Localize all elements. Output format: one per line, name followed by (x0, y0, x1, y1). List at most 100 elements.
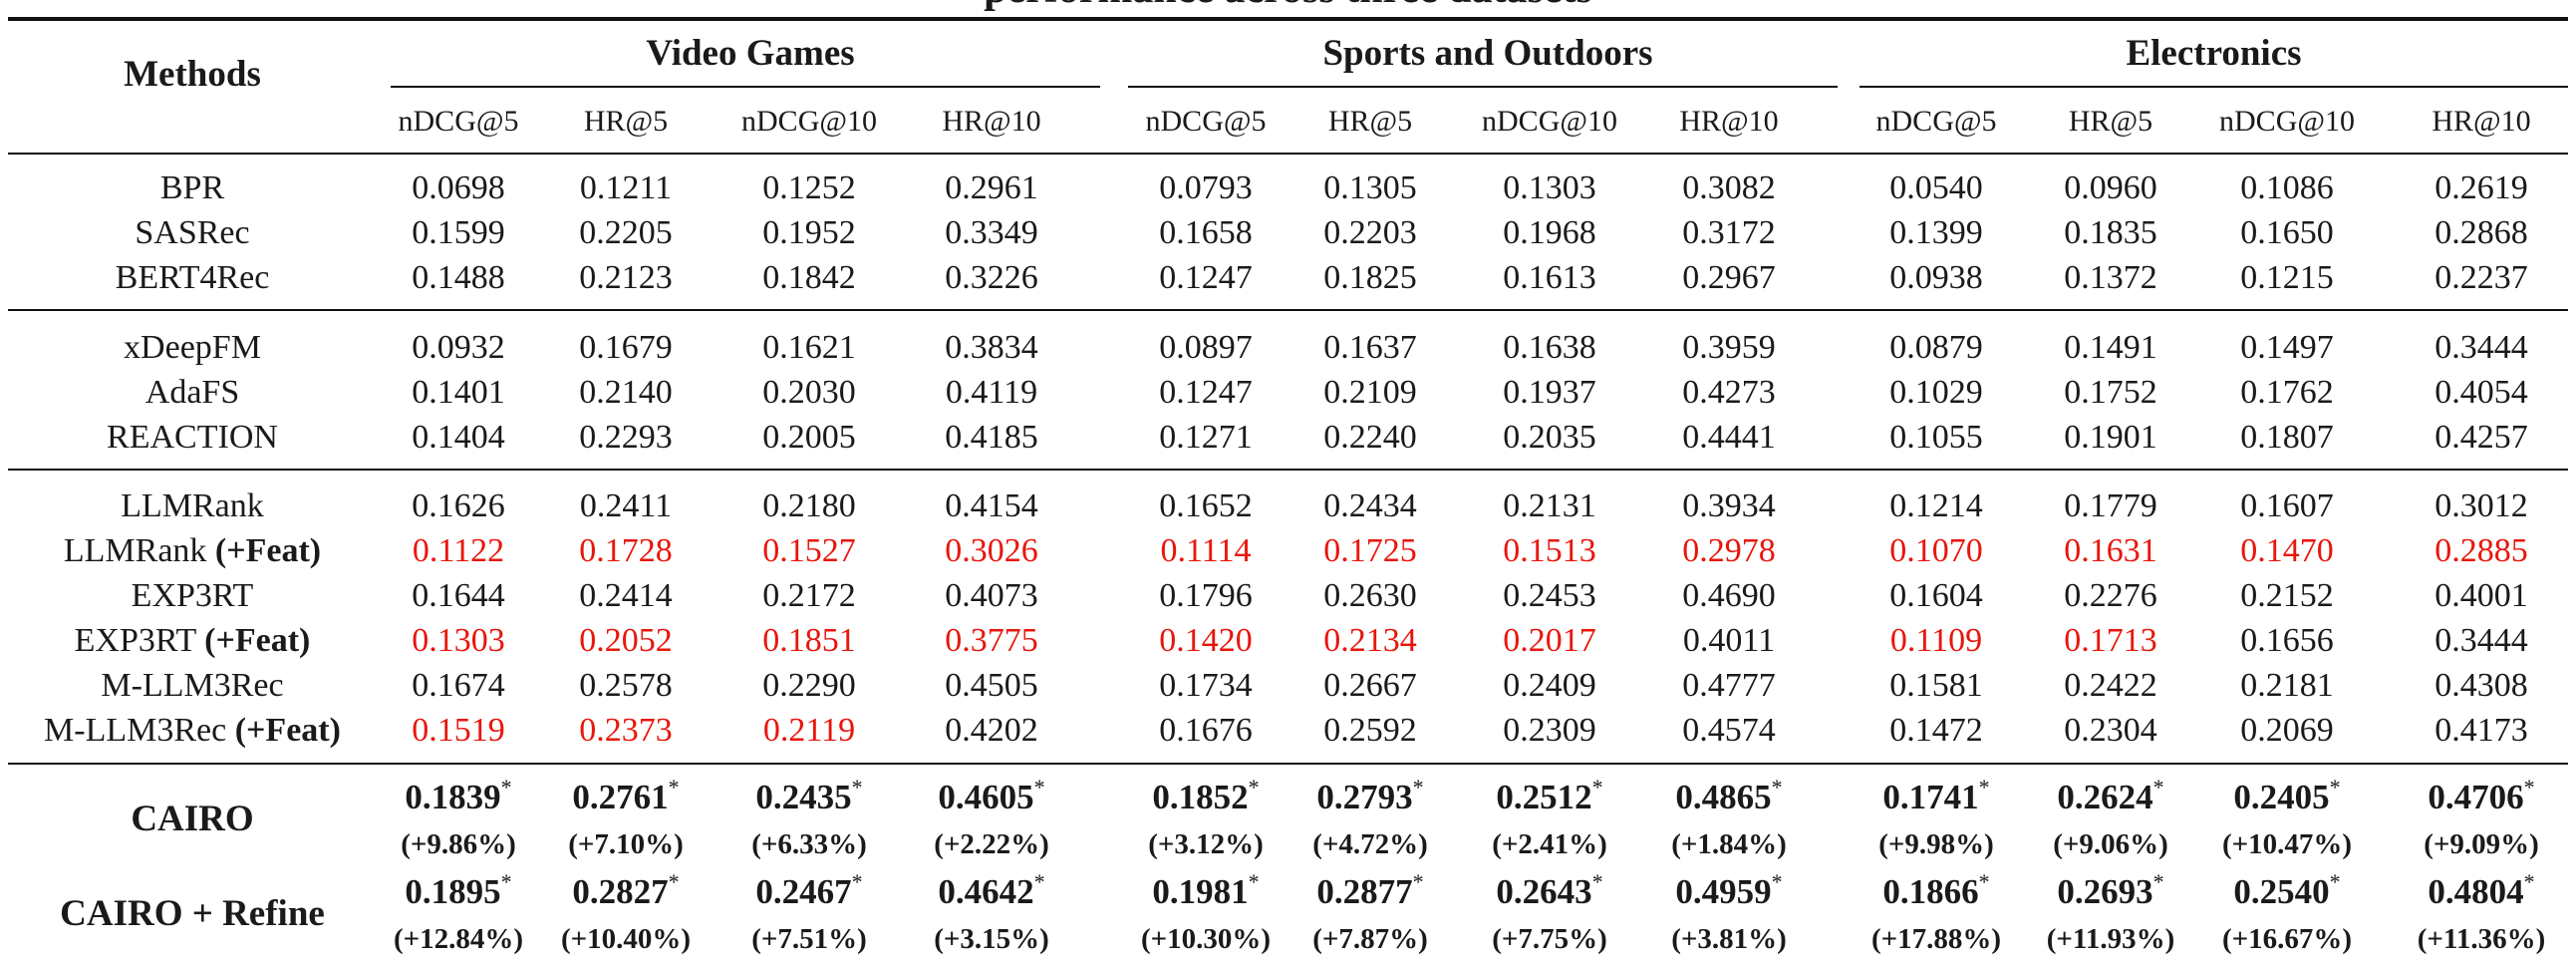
table-cell: 0.1399 (1889, 214, 1983, 251)
table-cell: 0.4777 (1682, 667, 1776, 704)
method-name: M-LLM3Rec (8, 663, 377, 708)
best-value: 0.2793 (1316, 778, 1413, 816)
table-cell: 0.2290 (762, 667, 856, 704)
table-cell: 0.1488 (412, 259, 505, 296)
improvement-cell: (+16.67%) (2221, 923, 2353, 955)
metric-header-electronics-ndcg-10: nDCG@10 (2219, 105, 2355, 138)
table-cell: 0.1650 (2240, 214, 2334, 251)
table-cell: 0.2434 (1323, 487, 1417, 524)
best-value-cell: 0.4642* (905, 867, 1079, 917)
table-cell: 0.0938 (1889, 259, 1983, 296)
significance-mark: * (668, 869, 680, 894)
significance-mark: * (1978, 869, 1990, 894)
table-cell: 0.3172 (1682, 214, 1776, 251)
best-value: 0.2467 (755, 872, 852, 911)
table-row: M-LLM3Rec 0.1674 0.2578 0.2290 0.4505 0.1734 0… (0, 663, 2576, 708)
method-name: AdaFS (8, 370, 377, 415)
method-name: M-LLM3Rec (+Feat) (8, 708, 377, 753)
best-value-cell: 0.1895* (372, 867, 546, 917)
best-value-cell: 0.2877* (1284, 867, 1458, 917)
best-value: 0.2877 (1316, 872, 1413, 911)
table-cell: 0.1658 (1159, 214, 1253, 251)
table-cell: 0.3012 (2434, 487, 2528, 524)
best-value: 0.2540 (2233, 872, 2330, 911)
table-cell: 0.4690 (1682, 577, 1776, 614)
best-value-cell: 0.2643* (1463, 867, 1637, 917)
table-cell: 0.1901 (2064, 419, 2157, 456)
best-value-cell: 0.2827* (539, 867, 714, 917)
table-cell: 0.2961 (945, 169, 1038, 206)
table-cell: 0.1652 (1159, 487, 1253, 524)
method-name: EXP3RT (+Feat) (8, 618, 377, 663)
table-cell: 0.1937 (1503, 374, 1596, 411)
table-cell: 0.4119 (945, 374, 1038, 411)
table-cell: 0.1581 (1889, 667, 1983, 704)
best-value: 0.2624 (2057, 778, 2153, 816)
improvement-cell: (+9.86%) (401, 828, 516, 860)
table-cell: 0.1114 (1160, 532, 1252, 569)
method-name-ours: CAIRO (131, 799, 254, 839)
table-cell: 0.2304 (2064, 712, 2157, 749)
table-cell: 0.1676 (1159, 712, 1253, 749)
table-cell: 0.1305 (1323, 169, 1417, 206)
significance-mark: * (1771, 775, 1783, 800)
table-cell: 0.2134 (1323, 622, 1417, 659)
table-cell: 0.4257 (2434, 419, 2528, 456)
table-cell: 0.2592 (1323, 712, 1417, 749)
table-cell: 0.1303 (1503, 169, 1596, 206)
table-cell: 0.3775 (945, 622, 1038, 659)
significance-mark: * (1412, 869, 1424, 894)
top-rule (8, 17, 2568, 21)
table-cell: 0.2293 (579, 419, 673, 456)
improvement-cell: (+2.22%) (934, 828, 1049, 860)
table-cell: 0.2180 (762, 487, 856, 524)
method-label: BPR (159, 169, 225, 206)
table-cell: 0.1420 (1159, 622, 1253, 659)
table-cell: 0.2172 (762, 577, 856, 614)
block-rule-1 (8, 309, 2568, 311)
improvement-cell: (+2.41%) (1492, 828, 1607, 860)
table-cell: 0.1215 (2240, 259, 2334, 296)
feat-tag: (+Feat) (204, 622, 311, 659)
method-label: EXP3RT (74, 622, 205, 659)
table-cell: 0.1796 (1159, 577, 1253, 614)
best-value-cell: 0.2624* (2024, 773, 2198, 822)
table-cell: 0.1779 (2064, 487, 2157, 524)
best-value-cell: 0.4959* (1642, 867, 1817, 917)
table-cell: 0.1491 (2064, 329, 2157, 366)
table-cell: 0.1679 (579, 329, 673, 366)
significance-mark: * (668, 775, 680, 800)
best-value-cell: 0.2793* (1284, 773, 1458, 822)
table-cell: 0.2203 (1323, 214, 1417, 251)
best-value-cell: 0.2435* (722, 773, 897, 822)
significance-mark: * (1248, 869, 1260, 894)
table-cell: 0.0793 (1159, 169, 1253, 206)
table-cell: 0.0897 (1159, 329, 1253, 366)
improvement-cell: (+11.93%) (2046, 923, 2175, 955)
table-cell: 0.2967 (1682, 259, 1776, 296)
best-value: 0.4642 (938, 872, 1034, 911)
table-cell: 0.2109 (1323, 374, 1417, 411)
best-value: 0.4706 (2428, 778, 2524, 816)
table-cell: 0.0879 (1889, 329, 1983, 366)
table-cell: 0.1835 (2064, 214, 2157, 251)
table-cell: 0.2411 (579, 487, 673, 524)
method-label: LLMRank (63, 532, 215, 569)
group-rule-electronics (1860, 86, 2568, 88)
table-cell: 0.3082 (1682, 169, 1776, 206)
metric-header-sports-and-outdoors-hr-10: HR@10 (1679, 105, 1779, 138)
best-value-cell: 0.4605* (905, 773, 1079, 822)
best-value: 0.2693 (2057, 872, 2153, 911)
table-cell: 0.0960 (2064, 169, 2157, 206)
table-cell: 0.2630 (1323, 577, 1417, 614)
metric-header-electronics-ndcg-5: nDCG@5 (1875, 105, 1997, 138)
best-value-cell: 0.4865* (1642, 773, 1817, 822)
improvement-cell: (+7.10%) (568, 828, 684, 860)
significance-mark: * (2152, 869, 2164, 894)
table-cell: 0.1752 (2064, 374, 2157, 411)
table-cell: 0.2309 (1503, 712, 1596, 749)
metric-header-sports-and-outdoors-ndcg-10: nDCG@10 (1482, 105, 1617, 138)
method-name: SASRec (8, 210, 377, 255)
table-row: LLMRank (+Feat) 0.1122 0.1728 0.1527 0.3026 0… (0, 528, 2576, 573)
